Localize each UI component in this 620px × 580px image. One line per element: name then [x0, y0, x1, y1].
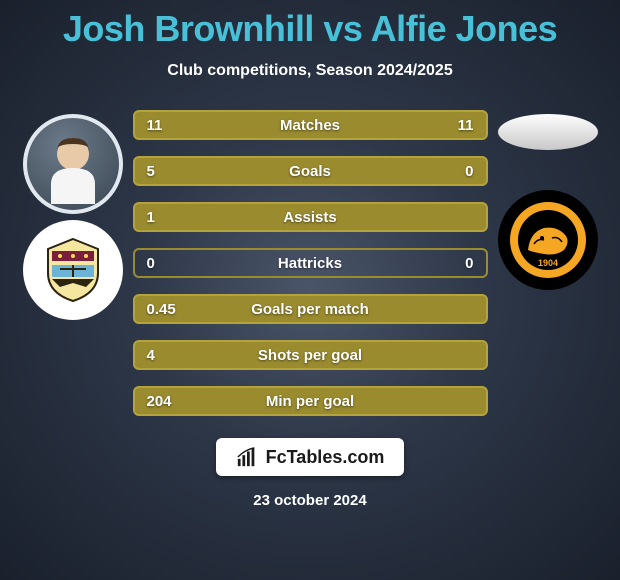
stat-bar: 11 Matches 11	[133, 110, 488, 140]
stat-bar: 0.45 Goals per match	[133, 294, 488, 324]
footer-date: 23 october 2024	[0, 492, 620, 509]
subtitle: Club competitions, Season 2024/2025	[0, 62, 620, 80]
player-left-avatar	[23, 114, 123, 214]
brand-text: FcTables.com	[266, 447, 385, 468]
stat-label: Matches	[280, 117, 340, 134]
stat-value-left: 0	[147, 255, 187, 272]
stat-bar: 1 Assists	[133, 202, 488, 232]
footer: FcTables.com 23 october 2024	[0, 438, 620, 509]
stat-label: Goals	[289, 163, 331, 180]
stat-bar: 204 Min per goal	[133, 386, 488, 416]
stat-value-left: 1	[147, 209, 187, 226]
player-head-icon	[33, 124, 113, 204]
comparison-content: 11 Matches 11 5 Goals 0 1 Assists 0 Hattricks 0 0.4…	[0, 110, 620, 416]
stat-value-left: 0.45	[147, 301, 187, 318]
stat-label: Hattricks	[278, 255, 342, 272]
left-column	[13, 110, 133, 416]
crest-right-year: 1904	[537, 258, 557, 268]
chart-icon	[236, 446, 258, 468]
stat-bar: 4 Shots per goal	[133, 340, 488, 370]
stat-label: Assists	[283, 209, 336, 226]
stat-label: Shots per goal	[258, 347, 362, 364]
stat-value-left: 4	[147, 347, 187, 364]
crest-right-icon: 1904	[508, 200, 588, 280]
stat-bar: 5 Goals 0	[133, 156, 488, 186]
stat-value-left: 11	[147, 117, 187, 134]
club-crest-right: 1904	[498, 190, 598, 290]
stat-label: Min per goal	[266, 393, 354, 410]
stat-value-right: 11	[434, 117, 474, 134]
right-column: 1904	[488, 110, 608, 416]
brand-logo: FcTables.com	[216, 438, 405, 476]
page-title: Josh Brownhill vs Alfie Jones	[0, 0, 620, 50]
stat-value-left: 204	[147, 393, 187, 410]
stat-value-left: 5	[147, 163, 187, 180]
club-crest-left	[23, 220, 123, 320]
crest-left-icon	[38, 235, 108, 305]
player-right-avatar	[498, 114, 598, 150]
stat-value-right: 0	[433, 255, 473, 272]
stat-bar: 0 Hattricks 0	[133, 248, 488, 278]
stat-label: Goals per match	[251, 301, 369, 318]
stat-value-right: 0	[434, 163, 474, 180]
stats-column: 11 Matches 11 5 Goals 0 1 Assists 0 Hattricks 0 0.4…	[133, 110, 488, 416]
